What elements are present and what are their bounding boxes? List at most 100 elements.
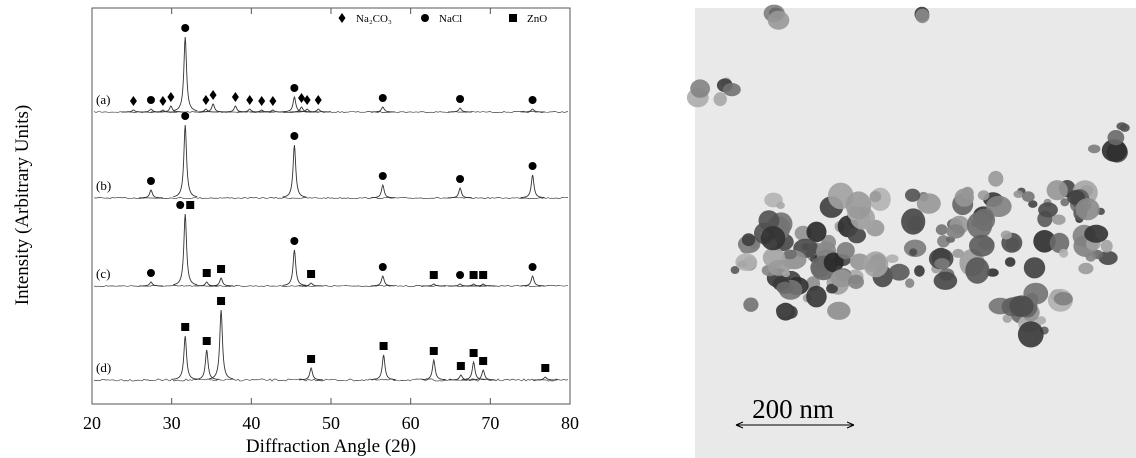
peak <box>194 349 219 380</box>
particle <box>1101 139 1127 162</box>
particle <box>869 191 882 203</box>
pattern-label: (b) <box>96 178 111 193</box>
particle <box>1000 230 1012 240</box>
particle <box>1060 198 1070 207</box>
particle <box>965 257 990 284</box>
particle <box>776 281 794 294</box>
particle <box>1038 202 1058 218</box>
phase-marker <box>378 94 387 102</box>
phase-marker <box>528 162 537 170</box>
phase-marker <box>303 95 311 105</box>
peak <box>421 358 446 381</box>
peak <box>138 189 164 199</box>
particle <box>969 234 995 257</box>
phase-marker <box>541 364 550 372</box>
particle <box>1049 232 1070 253</box>
legend-label: ZnO <box>527 13 547 25</box>
particle <box>823 252 844 273</box>
particle <box>1013 190 1024 198</box>
phase-marker <box>146 269 155 277</box>
particle <box>776 303 792 318</box>
peak <box>282 249 307 286</box>
peak <box>209 309 234 380</box>
phase-marker <box>217 297 226 305</box>
phase-marker <box>146 177 155 185</box>
legend-label: Na₂CO₃ <box>356 13 392 25</box>
phase-marker <box>528 263 537 271</box>
peak <box>370 275 395 287</box>
particle <box>847 227 866 244</box>
x-tick-label: 20 <box>83 413 101 433</box>
particle <box>1116 122 1128 131</box>
peak <box>520 174 545 199</box>
peak <box>173 36 198 112</box>
phase-marker <box>186 201 195 209</box>
particle <box>988 170 1004 187</box>
particle <box>886 254 899 263</box>
particle <box>730 266 740 274</box>
legend-symbol <box>421 14 429 22</box>
phase-marker <box>159 96 167 106</box>
particle <box>933 271 958 290</box>
peak <box>448 374 473 381</box>
phase-marker <box>269 96 277 106</box>
particle <box>946 224 965 239</box>
particle <box>758 210 780 232</box>
peak <box>520 108 545 113</box>
particle <box>1088 144 1101 154</box>
particle <box>863 251 889 278</box>
peak <box>260 109 285 113</box>
peak <box>471 283 496 287</box>
phase-marker <box>181 24 190 32</box>
particle <box>741 233 756 247</box>
tem-image <box>686 4 1136 458</box>
peak <box>150 109 175 113</box>
particle <box>1023 257 1046 279</box>
peak <box>209 277 234 287</box>
particle <box>915 8 930 24</box>
phase-marker <box>246 95 254 105</box>
peak <box>370 183 395 199</box>
phase-marker <box>202 269 211 277</box>
phase-marker <box>181 323 190 331</box>
x-tick-label: 40 <box>242 413 260 433</box>
peak <box>448 187 473 199</box>
particle <box>760 226 786 251</box>
particle <box>713 92 727 107</box>
peak <box>471 369 496 381</box>
particle <box>1059 248 1069 258</box>
particle <box>1004 257 1016 267</box>
phase-marker <box>456 271 465 279</box>
peak <box>299 366 324 381</box>
particle <box>836 242 855 260</box>
particle <box>954 188 974 207</box>
phase-marker <box>429 347 438 355</box>
particle <box>934 258 950 270</box>
peak <box>461 283 486 287</box>
phase-marker <box>181 112 190 120</box>
particle <box>1053 292 1073 306</box>
phase-marker <box>290 237 299 245</box>
phase-marker <box>307 355 316 363</box>
pattern-label: (a) <box>96 92 110 107</box>
particle <box>1009 295 1034 317</box>
peak <box>223 105 248 113</box>
particle <box>977 190 990 201</box>
particle <box>690 79 710 98</box>
x-tick-label: 50 <box>322 413 340 433</box>
phase-marker <box>209 90 217 100</box>
phase-marker <box>469 349 478 357</box>
particle <box>806 285 827 308</box>
phase-marker <box>176 201 185 209</box>
particle <box>740 245 751 254</box>
particle <box>1033 230 1056 253</box>
peak <box>533 376 558 381</box>
phase-marker <box>479 271 488 279</box>
phase-marker <box>290 132 299 140</box>
peak <box>370 106 395 113</box>
particle <box>986 268 999 277</box>
peak <box>193 108 218 113</box>
phase-marker <box>456 175 465 183</box>
particle <box>905 278 915 289</box>
